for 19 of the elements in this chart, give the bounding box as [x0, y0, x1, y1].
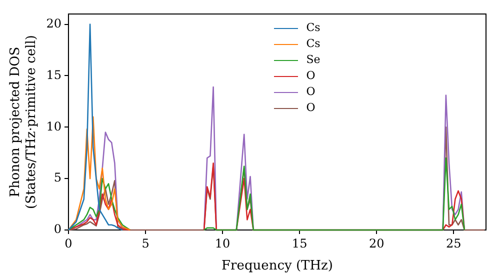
x-tick-label: 10 [214, 236, 230, 250]
x-tick-label: 15 [292, 236, 308, 250]
y-tick-label: 5 [54, 170, 62, 185]
x-axis-title: Frequency (THz) [222, 258, 333, 274]
legend-label: O [306, 68, 316, 84]
x-tick-label: 0 [64, 236, 72, 250]
x-tick-label: 20 [368, 236, 384, 250]
legend-label: O [306, 100, 316, 116]
x-tick-label: 5 [142, 236, 150, 250]
legend-label: Cs [306, 36, 320, 52]
legend-label: Cs [306, 20, 320, 36]
y-tick-label: 15 [46, 68, 62, 82]
legend-label: O [306, 84, 316, 100]
y-tick-label: 20 [46, 16, 62, 30]
y-tick-label: 0 [54, 222, 62, 236]
y-tick-label: 10 [46, 119, 62, 134]
legend-label: Se [306, 52, 320, 68]
x-tick-label: 25 [446, 236, 462, 250]
y-axis-title: Phonon projected DOS (States/THz·primitive cell) [8, 34, 39, 210]
